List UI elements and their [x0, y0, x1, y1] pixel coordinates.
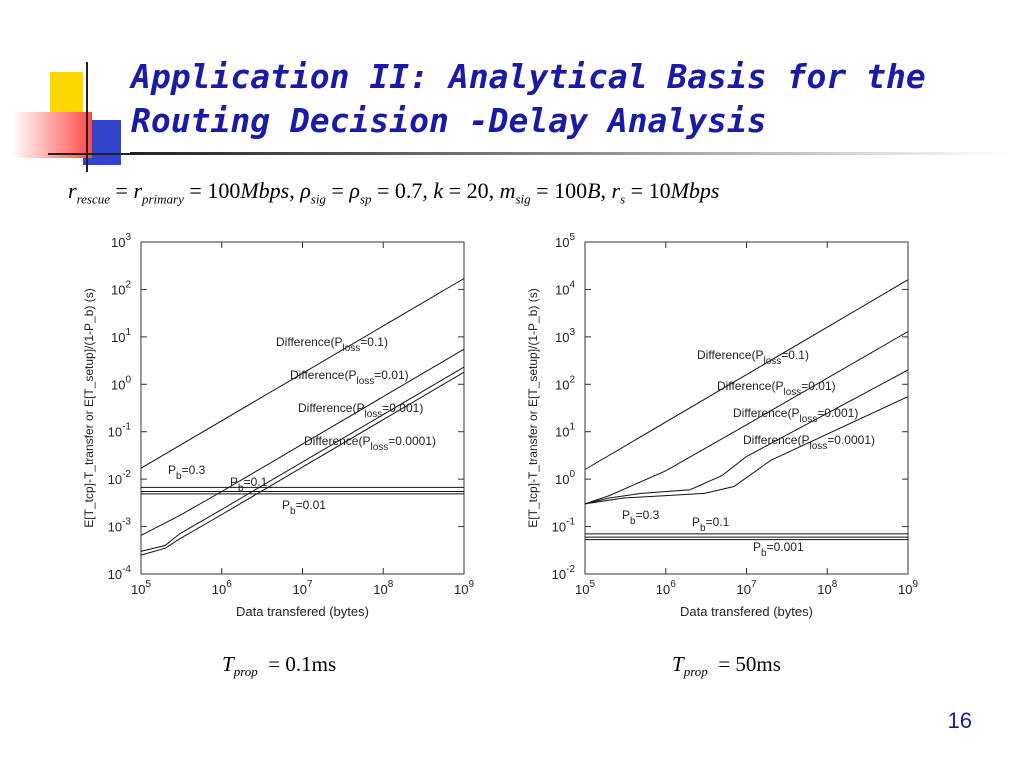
series-line — [140, 348, 465, 536]
slide-title: Application II: Analytical Basis for the… — [131, 55, 1011, 143]
tprop-value: 50ms — [735, 652, 781, 676]
series-line — [140, 278, 465, 469]
formula-sub: sig — [310, 191, 326, 207]
y-tick-label: 10-2 — [552, 564, 576, 582]
series-label: Difference(Ploss=0.01) — [290, 368, 409, 387]
series-line — [584, 331, 909, 505]
deco-yellow-square — [50, 72, 83, 118]
y-axis-label: E[T_tcp]-T_transfer or E[T_setup]/(1-P_b… — [82, 288, 96, 527]
tprop-sub: prop — [233, 664, 258, 680]
x-tick-label: 109 — [898, 579, 918, 597]
formula-sub: primary — [142, 191, 184, 207]
x-axis-label: Data transfered (bytes) — [236, 604, 369, 619]
y-tick-label: 101 — [555, 422, 575, 440]
slide-decoration — [12, 62, 140, 172]
tprop-sub: prop — [683, 664, 708, 680]
formula-value: 100 — [554, 178, 588, 203]
y-tick-label: 102 — [111, 279, 131, 297]
formula-k: k — [433, 178, 444, 203]
formula-r: r — [68, 178, 77, 203]
x-tick-label: 106 — [212, 579, 232, 597]
x-tick-label: 109 — [454, 579, 474, 597]
series-label: Difference(Ploss=0.001) — [298, 401, 423, 420]
delay-chart-left: 105 106 107 108 109 10-4 10-3 10-2 10-1 100 101 102… — [82, 232, 474, 619]
series-label: Difference(Ploss=0.0001) — [743, 433, 875, 452]
y-tick-label: 100 — [111, 374, 131, 392]
y-tick-label: 10-4 — [108, 564, 132, 582]
y-axis-label: E[T_tcp]-T_transfer or E[T_setup]/(1-P_b… — [526, 288, 540, 527]
tprop-symbol: T — [672, 652, 684, 676]
pb-label: Pb=0.3 — [622, 508, 660, 527]
tprop-left: Tprop = 0.1ms — [222, 652, 337, 680]
formula-value: 100 — [207, 178, 241, 203]
x-tick-label: 108 — [817, 579, 837, 597]
formula-r: r — [133, 178, 142, 203]
pb-label: Pb=0.3 — [168, 463, 206, 482]
y-tick-label: 103 — [111, 232, 131, 250]
pb-label: Pb=0.1 — [230, 475, 268, 494]
y-tick-label: 10-1 — [108, 422, 132, 440]
x-axis-label: Data transfered (bytes) — [680, 604, 813, 619]
x-tick-label: 105 — [575, 579, 595, 597]
y-tick-label: 10-3 — [108, 517, 132, 535]
deco-red-square — [12, 112, 92, 158]
tprop-right: Tprop = 50ms — [672, 652, 781, 680]
delay-chart-right: 105 106 107 108 109 10-2 10-1 100 101 102 103 104 10… — [526, 232, 918, 619]
series-label: Difference(Ploss=0.1) — [276, 335, 388, 354]
series-line — [140, 366, 465, 552]
formula-unit: Mbps — [240, 178, 290, 203]
formula-r: r — [611, 178, 621, 203]
y-tick-label: 103 — [555, 327, 575, 345]
formula-unit: B — [587, 178, 601, 203]
series-label: Difference(Ploss=0.0001) — [304, 434, 436, 453]
x-tick-label: 105 — [131, 579, 151, 597]
y-tick-label: 105 — [555, 232, 575, 250]
series-line — [584, 279, 909, 470]
pb-label: Pb=0.1 — [692, 515, 730, 534]
y-tick-label: 10-2 — [108, 469, 132, 487]
y-tick-label: 102 — [555, 374, 575, 392]
x-tick-label: 107 — [292, 579, 312, 597]
y-tick-label: 100 — [555, 469, 575, 487]
tprop-symbol: T — [222, 652, 234, 676]
x-tick-label: 107 — [736, 579, 756, 597]
title-line-2: Routing Decision -Delay Analysis — [131, 101, 767, 140]
formula-value: 0.7 — [394, 178, 423, 203]
series-line — [140, 371, 465, 556]
formula-value: 20 — [466, 178, 489, 203]
title-underline — [130, 152, 1010, 155]
y-tick-label: 104 — [555, 279, 575, 297]
formula-sub: sig — [515, 191, 531, 207]
pb-label: Pb=0.01 — [282, 498, 326, 517]
formula-value: 10 — [648, 178, 671, 203]
formula-sub: rescue — [76, 191, 111, 207]
x-tick-label: 108 — [373, 579, 393, 597]
title-line-1: Application II: Analytical Basis for the — [131, 57, 926, 96]
pb-label: Pb=0.001 — [753, 540, 804, 559]
formula-sub: s — [620, 191, 626, 207]
x-tick-label: 106 — [656, 579, 676, 597]
formula-m: m — [499, 178, 516, 203]
y-tick-label: 101 — [111, 327, 131, 345]
series-label: Difference(Ploss=0.001) — [733, 406, 858, 425]
series-label: Difference(Ploss=0.1) — [697, 348, 809, 367]
series-line — [584, 369, 909, 505]
tprop-value: 0.1ms — [285, 652, 337, 676]
series-label: Difference(Ploss=0.01) — [717, 379, 836, 398]
y-tick-label: 10-1 — [552, 517, 576, 535]
series-line — [584, 396, 909, 505]
parameter-formula: rrescue = rprimary = 100Mbps, ρsig = ρsp… — [68, 178, 720, 207]
page-number: 16 — [947, 708, 972, 733]
formula-sub: sp — [359, 191, 372, 207]
formula-unit: Mbps — [670, 178, 720, 203]
